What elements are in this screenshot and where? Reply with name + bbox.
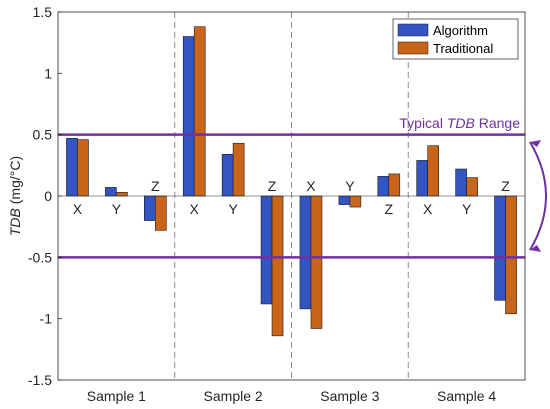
y-tick-label: 1 bbox=[44, 65, 52, 81]
axis-category-label: X bbox=[423, 201, 433, 217]
bar-traditional bbox=[349, 195, 362, 208]
group-label: Sample 4 bbox=[437, 388, 496, 404]
bar-traditional bbox=[310, 195, 323, 329]
bar-traditional bbox=[466, 177, 478, 197]
range-double-arrow bbox=[529, 141, 547, 251]
bar-algorithm bbox=[416, 160, 429, 197]
range-annotation-suffix: Range bbox=[475, 115, 520, 131]
bar-algorithm bbox=[260, 195, 273, 305]
axis-category-label: X bbox=[190, 201, 200, 217]
bar-traditional bbox=[388, 173, 401, 197]
axis-category-label: Z bbox=[385, 201, 394, 217]
bar-algorithm bbox=[494, 195, 506, 301]
bar-algorithm bbox=[105, 187, 117, 197]
axis-category-label: Z bbox=[268, 178, 277, 194]
y-axis-title-unit: (mg/°C) bbox=[7, 156, 23, 208]
bar-algorithm bbox=[338, 195, 351, 205]
axis-category-label: X bbox=[306, 178, 316, 194]
group-label: Sample 2 bbox=[204, 388, 263, 404]
legend-swatch-traditional bbox=[397, 41, 429, 55]
range-annotation-prefix: Typical bbox=[399, 115, 446, 131]
legend-label-traditional: Traditional bbox=[433, 41, 493, 56]
range-arrowhead-top bbox=[530, 140, 541, 147]
bar-traditional bbox=[505, 195, 517, 315]
y-tick-label: 0.5 bbox=[33, 127, 53, 143]
bar-algorithm bbox=[182, 36, 195, 197]
range-arrowhead-bottom bbox=[530, 245, 541, 252]
bar-traditional bbox=[193, 26, 206, 197]
plot-frame bbox=[57, 11, 526, 381]
bar-algorithm bbox=[299, 195, 312, 310]
legend-swatch-algorithm bbox=[397, 23, 429, 37]
axis-category-label: Y bbox=[228, 201, 238, 217]
bar-algorithm bbox=[455, 168, 467, 197]
bar-traditional bbox=[77, 139, 89, 197]
axis-category-label: Z bbox=[151, 178, 160, 194]
y-tick-label: -1 bbox=[40, 311, 53, 327]
axis-category-label: Y bbox=[345, 178, 355, 194]
group-label: Sample 1 bbox=[87, 388, 146, 404]
group-label: Sample 3 bbox=[320, 388, 379, 404]
range-annotation: Typical TDB Range bbox=[399, 115, 520, 131]
bar-algorithm bbox=[221, 153, 234, 197]
bar-traditional bbox=[232, 142, 245, 197]
y-tick-label: -0.5 bbox=[28, 249, 52, 265]
axis-category-label: Y bbox=[462, 201, 472, 217]
y-tick-label: 0 bbox=[44, 188, 52, 204]
bar-traditional bbox=[427, 145, 440, 197]
axis-category-label: Z bbox=[501, 178, 510, 194]
bar-algorithm bbox=[377, 176, 390, 197]
range-annotation-italic: TDB bbox=[447, 115, 475, 131]
y-axis-title-italic: TDB bbox=[7, 208, 23, 236]
bar-algorithm bbox=[66, 138, 78, 197]
y-axis-title: TDB (mg/°C) bbox=[7, 156, 23, 236]
y-tick-label: -1.5 bbox=[28, 372, 52, 388]
bar-algorithm bbox=[143, 195, 156, 221]
bar-traditional bbox=[271, 195, 284, 337]
axis-category-label: X bbox=[73, 201, 83, 217]
bar-traditional bbox=[154, 195, 167, 231]
bar-traditional bbox=[116, 192, 128, 197]
legend-label-algorithm: Algorithm bbox=[433, 23, 488, 38]
legend: Algorithm Traditional bbox=[392, 18, 519, 60]
axis-category-label: Y bbox=[112, 201, 122, 217]
y-tick-label: 1.5 bbox=[33, 4, 53, 20]
